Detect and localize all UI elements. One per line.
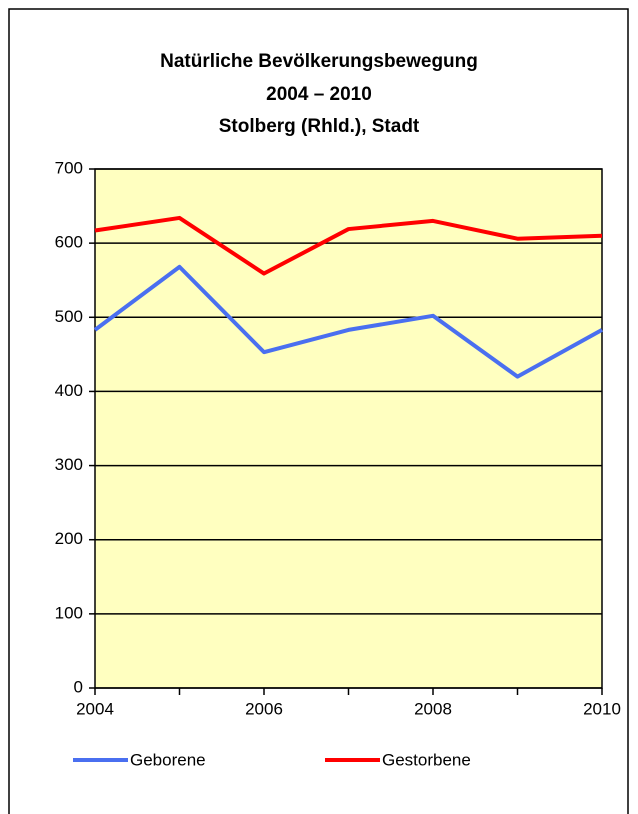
x-tick-label: 2010 [583, 699, 621, 718]
y-tick-label: 600 [55, 233, 83, 252]
chart-title: 2004 – 2010 [266, 84, 372, 105]
y-tick-label: 700 [55, 158, 83, 177]
data-line [94, 215, 603, 276]
legend-label: Geborene [130, 750, 206, 769]
y-tick-label: 0 [74, 677, 83, 696]
data-line [93, 264, 603, 379]
legend-label: Gestorbene [382, 750, 471, 769]
x-tick-label: 2006 [245, 699, 283, 718]
chart-title: Natürliche Bevölkerungsbewegung [160, 51, 478, 72]
y-tick-label: 400 [55, 381, 83, 400]
x-tick-label: 2004 [76, 699, 114, 718]
y-tick-label: 200 [55, 529, 83, 548]
chart-title: Stolberg (Rhld.), Stadt [219, 116, 420, 137]
plot-area [94, 168, 603, 689]
x-tick-label: 2008 [414, 699, 452, 718]
y-tick-label: 100 [55, 603, 83, 622]
y-tick-label: 300 [55, 455, 83, 474]
y-tick-label: 500 [55, 307, 83, 326]
